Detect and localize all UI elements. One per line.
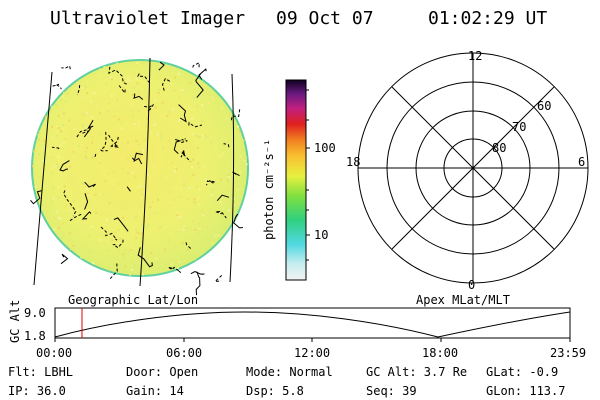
time-tick-1800: 18:00 — [422, 346, 459, 360]
meridian-line — [229, 73, 235, 283]
glon-readout: GLon: 113.7 — [486, 384, 566, 398]
lat-label-70: 70 — [512, 120, 526, 134]
mlt-label-6: 6 — [578, 155, 585, 169]
alt-tick-low: 1.8 — [24, 329, 46, 343]
time-tick-2359: 23:59 — [550, 346, 587, 360]
time-tick-0600: 06:00 — [166, 346, 203, 360]
dsp-readout: Dsp: 5.8 — [246, 384, 304, 398]
gain-readout: Gain: 14 — [126, 384, 184, 398]
glat-readout: GLat: -0.9 — [486, 365, 559, 379]
lat-label-60: 60 — [537, 99, 551, 113]
colorbar-tick-100: 100 — [314, 141, 336, 155]
gc-alt-axis-label: GC Alt — [8, 299, 22, 343]
geographic-label: Geographic Lat/Lon — [68, 293, 199, 307]
instrument-title: Ultraviolet Imager — [50, 8, 246, 29]
filter-readout: Flt: LBHL — [8, 365, 74, 379]
door-readout: Door: Open — [126, 365, 199, 379]
alt-tick-high: 9.0 — [24, 306, 46, 320]
time-label: 01:02:29 UT — [428, 8, 548, 29]
colorbar-tick-10: 10 — [314, 228, 329, 242]
lat-label-80: 80 — [492, 141, 506, 155]
time-tick-0000: 00:00 — [36, 346, 73, 360]
altitude-curve — [54, 311, 571, 338]
apex-label: Apex MLat/MLT — [416, 293, 510, 307]
mlt-label-18: 18 — [346, 155, 360, 169]
mlt-label-0: 0 — [468, 278, 475, 292]
mlt-label-12: 12 — [468, 49, 482, 63]
colorbar-gradient — [285, 79, 307, 281]
time-tick-1200: 12:00 — [294, 346, 331, 360]
ip-readout: IP: 36.0 — [8, 384, 66, 398]
coastline-traces — [30, 61, 243, 296]
colorbar — [285, 79, 310, 281]
meridian-line — [33, 71, 53, 286]
date-label: 09 Oct 07 — [276, 8, 374, 29]
gc-alt-readout: GC Alt: 3.7 Re — [366, 365, 468, 379]
seq-readout: Seq: 39 — [366, 384, 417, 398]
mode-readout: Mode: Normal — [246, 365, 333, 379]
meridian-line — [139, 57, 151, 287]
